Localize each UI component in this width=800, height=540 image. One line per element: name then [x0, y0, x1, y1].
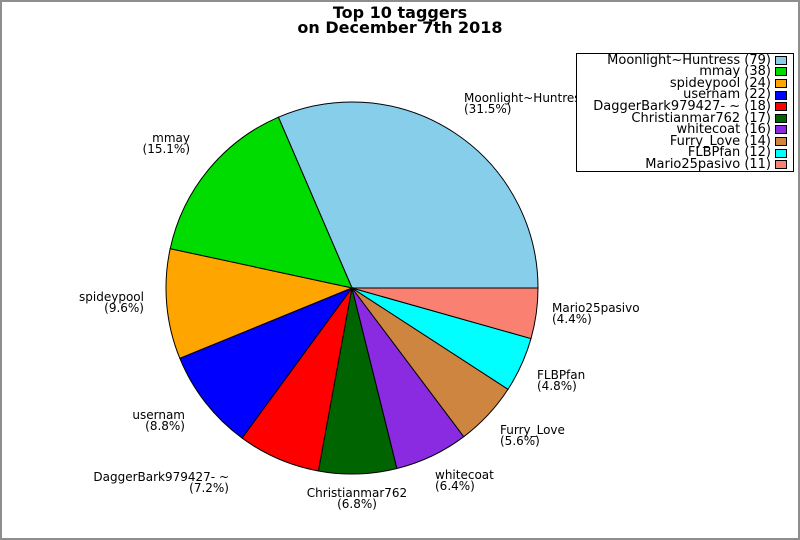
legend-item-mmay: mmay (38)	[577, 64, 793, 80]
slice-label-Moonlight~Huntress: Moonlight~Huntress (31.5%)	[464, 91, 587, 116]
slice-label-percent: (8.8%)	[145, 418, 185, 433]
legend-item-whitecoat: whitecoat (16)	[577, 122, 793, 138]
legend-color-swatch	[775, 67, 787, 77]
slice-label-percent: (15.1%)	[142, 141, 190, 156]
legend-item-Furry_Love: Furry_Love (14)	[577, 133, 793, 149]
slice-label-name: mmay	[152, 131, 190, 145]
slice-label-name: Christianmar762	[306, 486, 408, 500]
legend-item-label: FLBPfan (12)	[687, 145, 771, 161]
slice-label-FLBPfan: FLBPfan (4.8%)	[537, 368, 586, 393]
legend-item-label: whitecoat (16)	[676, 122, 771, 138]
legend-color-swatch	[775, 125, 787, 135]
chart-title-line1: Top 10 taggers	[332, 3, 468, 22]
pie-slice-Mario25pasivo	[351, 287, 539, 340]
legend-color-swatch	[775, 148, 787, 158]
slice-label-name: FLBPfan	[537, 368, 586, 382]
slice-label-Christianmar762: Christianmar762 (6.8%)	[306, 486, 408, 511]
slice-label-name: Furry_Love	[500, 423, 565, 437]
slice-label-whitecoat: whitecoat (6.4%)	[435, 468, 494, 493]
pie-slice-usernam	[179, 286, 354, 439]
legend-item-label: Mario25pasivo (11)	[645, 156, 771, 172]
slice-label-percent: (6.4%)	[435, 478, 475, 493]
legend-color-swatch	[775, 55, 787, 65]
legend-color-swatch	[775, 160, 787, 170]
pie-slice-Moonlight~Huntress	[277, 101, 539, 289]
pie-slice-spideypool	[165, 248, 354, 360]
slice-label-name: spideypool	[79, 290, 144, 304]
legend-item-usernam: usernam (22)	[577, 89, 793, 101]
legend-item-label: DaggerBark979427- ~ (18)	[593, 98, 771, 114]
slice-label-name: usernam	[132, 408, 185, 422]
legend-box: Moonlight~Huntress (79) mmay (38) spideypo…	[576, 53, 794, 172]
slice-label-percent: (4.4%)	[552, 311, 592, 326]
legend-color-swatch	[775, 90, 787, 100]
slice-label-usernam: usernam (8.8%)	[132, 408, 185, 433]
slice-label-mmay: mmay (15.1%)	[142, 131, 190, 156]
legend-item-FLBPfan: FLBPfan (12)	[577, 147, 793, 159]
pie-slice-mmay	[169, 116, 353, 289]
slice-label-percent: (4.8%)	[537, 378, 577, 393]
legend-item-label: spideypool (24)	[669, 75, 771, 91]
legend-item-label: Christianmar762 (17)	[631, 110, 771, 126]
slice-label-percent: (5.6%)	[500, 433, 540, 448]
legend-color-swatch	[775, 102, 787, 112]
chart-title-line2: on December 7th 2018	[297, 18, 503, 37]
slice-label-percent: (9.6%)	[104, 300, 144, 315]
slice-label-percent: (6.8%)	[337, 496, 377, 511]
slice-label-name: DaggerBark979427- ~	[93, 470, 229, 484]
legend-item-DaggerBark979427- ~: DaggerBark979427- ~ (18)	[577, 98, 793, 114]
slice-label-DaggerBark979427- ~: DaggerBark979427- ~ (7.2%)	[93, 470, 229, 495]
legend-item-spideypool: spideypool (24)	[577, 75, 793, 91]
legend-item-Mario25pasivo: Mario25pasivo (11)	[577, 156, 793, 172]
slice-label-name: whitecoat	[435, 468, 494, 482]
legend-item-label: Furry_Love (14)	[669, 133, 771, 149]
slice-label-name: Moonlight~Huntress	[464, 91, 587, 105]
slice-label-Mario25pasivo: Mario25pasivo (4.4%)	[552, 301, 640, 326]
slice-label-name: Mario25pasivo	[552, 301, 640, 315]
slice-label-spideypool: spideypool (9.6%)	[79, 290, 144, 315]
chart-title: Top 10 taggers on December 7th 2018	[2, 3, 798, 37]
legend-item-label: mmay (38)	[699, 64, 771, 80]
slice-label-percent: (31.5%)	[464, 101, 512, 116]
legend-item-Christianmar762: Christianmar762 (17)	[577, 110, 793, 126]
legend-color-swatch	[775, 136, 787, 146]
slice-label-Furry_Love: Furry_Love (5.6%)	[500, 423, 565, 448]
legend-item-label: usernam (22)	[683, 87, 771, 103]
legend-color-swatch	[775, 79, 787, 89]
legend-item-label: Moonlight~Huntress (79)	[607, 52, 771, 68]
legend-item-Moonlight~Huntress: Moonlight~Huntress (79)	[577, 52, 793, 68]
slice-label-percent: (7.2%)	[189, 480, 229, 495]
legend-color-swatch	[775, 113, 787, 123]
